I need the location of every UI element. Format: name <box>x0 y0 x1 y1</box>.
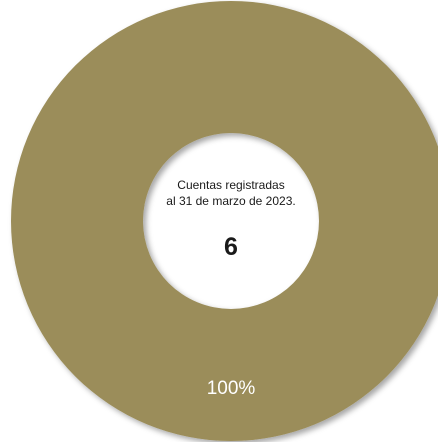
center-value: 6 <box>224 233 238 261</box>
donut-slice-0 <box>11 1 438 441</box>
center-label-line1: Cuentas registradas <box>177 178 285 192</box>
slice-data-label-0: 100% <box>207 378 256 399</box>
center-label-line2: al 31 de marzo de 2023. <box>166 194 296 208</box>
